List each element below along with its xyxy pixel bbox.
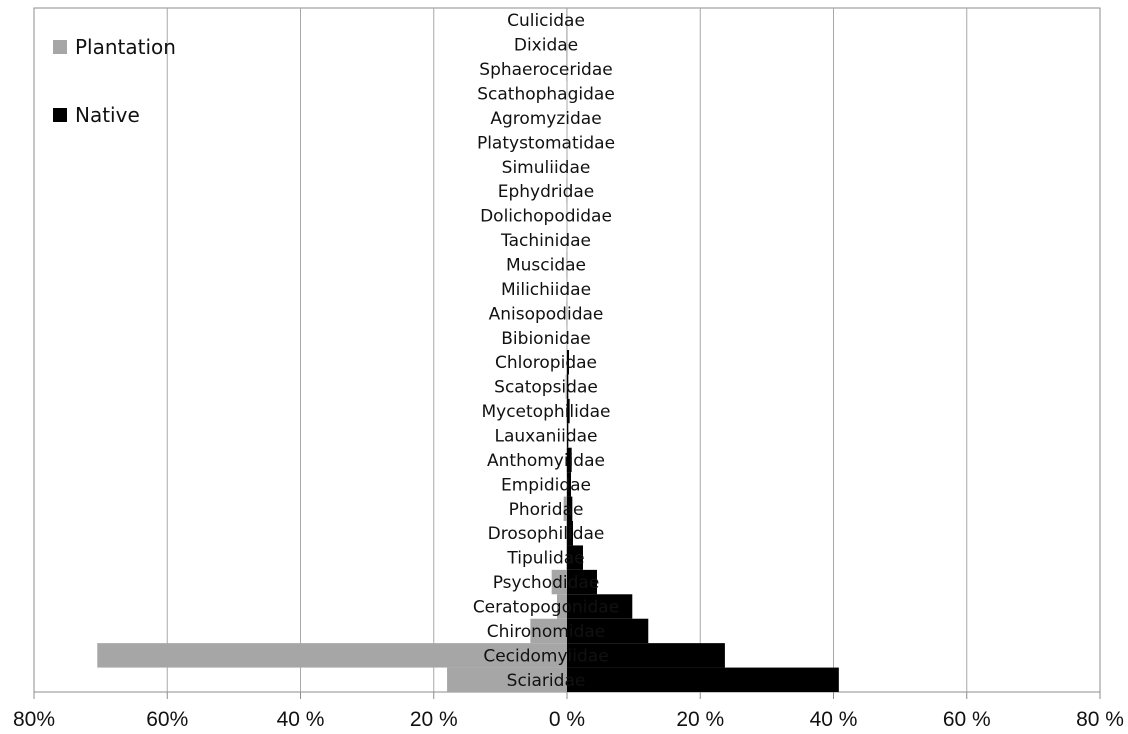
category-label-chironomidae: Chironomidae — [487, 622, 606, 642]
bar-plantation-psychodidae — [551, 569, 567, 595]
category-labels: Culicidae Dixidae Sphaeroceridae Scathophag… — [473, 11, 619, 691]
x-tick-label: 80% — [13, 708, 55, 731]
bar-native-chironomidae — [567, 618, 649, 644]
bar-plantation-ephydridae — [566, 179, 568, 204]
bar-plantation-scatopsidae — [565, 374, 567, 399]
category-label-dixidae: Dixidae — [514, 36, 578, 56]
category-label-tachinidae: Tachinidae — [500, 231, 591, 251]
category-label-muscidae: Muscidae — [506, 256, 586, 276]
bar-plantation-ceratopogonidae — [557, 594, 567, 619]
category-label-ephydridae: Ephydridae — [498, 182, 595, 202]
bars — [97, 8, 839, 692]
bar-native-anthomyiidae — [567, 447, 572, 473]
category-label-bibionidae: Bibionidae — [501, 329, 590, 349]
bar-plantation-chloropidae — [566, 350, 568, 375]
x-tick-label: 80 % — [1076, 708, 1124, 731]
bar-native-lauxaniidae — [567, 423, 569, 448]
x-tick-label: 40 % — [277, 708, 325, 731]
bar-native-phoridae — [567, 496, 573, 521]
bar-native-sciaridae — [567, 667, 839, 692]
category-label-lauxaniidae: Lauxaniidae — [494, 427, 597, 447]
category-label-sciaridae: Sciaridae — [507, 671, 586, 691]
bar-plantation-cecidomyiidae — [97, 643, 567, 668]
category-label-platystomatidae: Platystomatidae — [477, 133, 615, 153]
bar-plantation-dixidae — [566, 32, 568, 57]
category-label-phoridae: Phoridae — [509, 500, 584, 520]
bar-native-ceratopogonidae — [567, 594, 633, 619]
bar-native-chloropidae — [567, 350, 569, 375]
bar-native-scatopsidae — [567, 374, 569, 399]
bar-native-cecidomyiidae — [567, 643, 725, 668]
bar-native-psychodidae — [567, 569, 597, 595]
category-label-psychodidae: Psychodidae — [493, 573, 600, 593]
category-label-dolichopodidae: Dolichopodidae — [480, 207, 612, 227]
category-label-tipulidae: Tipulidae — [506, 549, 584, 569]
legend-swatch-native — [53, 108, 67, 122]
category-label-empididae: Empididae — [501, 475, 591, 495]
x-tick-label: 0 % — [549, 708, 585, 731]
bar-plantation-muscidae — [566, 252, 568, 277]
category-label-mycetophilidae: Mycetophilidae — [481, 402, 610, 422]
legend-swatch-plantation — [53, 40, 67, 54]
bar-native-empididae — [567, 472, 571, 497]
category-label-ceratopogonidae: Ceratopogonidae — [473, 598, 619, 618]
category-label-drosophilidae: Drosophilidae — [488, 524, 605, 544]
category-label-chloropidae: Chloropidae — [495, 353, 597, 373]
x-axis: 80% 60% 40 % 20 % 0 % 20 % 40 % 60 % 80 % — [13, 692, 1124, 731]
bar-plantation-tipulidae — [566, 545, 568, 570]
legend: Plantation Native — [53, 35, 176, 127]
bar-native-mycetophilidae — [567, 398, 570, 424]
category-label-scatopsidae: Scatopsidae — [494, 378, 598, 398]
category-label-anthomyiidae: Anthomyiidae — [487, 451, 605, 471]
category-label-sphaeroceridae: Sphaeroceridae — [479, 60, 612, 80]
bar-plantation-chironomidae — [530, 618, 567, 644]
bar-plantation-phoridae — [563, 496, 567, 521]
bar-native-drosophilidae — [567, 521, 573, 546]
bar-native-tipulidae — [567, 545, 583, 570]
bar-plantation-drosophilidae — [566, 521, 568, 546]
category-label-milichiidae: Milichiidae — [501, 280, 591, 300]
legend-label-native: Native — [75, 103, 140, 127]
x-tick-label: 20 % — [410, 708, 458, 731]
bar-plantation-culicidae — [566, 8, 568, 33]
x-tick-label: 40 % — [810, 708, 858, 731]
category-label-cecidomyiidae: Cecidomyiidae — [483, 646, 608, 666]
bar-plantation-mycetophilidae — [566, 398, 568, 424]
category-label-anisopodidae: Anisopodidae — [489, 304, 604, 324]
legend-label-plantation: Plantation — [75, 35, 176, 59]
bar-plantation-sciaridae — [447, 667, 567, 692]
category-label-culicidae: Culicidae — [507, 11, 585, 31]
bar-plantation-anisopodidae — [566, 301, 568, 326]
category-label-agromyzidae: Agromyzidae — [490, 109, 601, 129]
x-tick-label: 60 % — [943, 708, 991, 731]
x-tick-label: 60% — [146, 708, 188, 731]
category-label-simuliidae: Simuliidae — [502, 158, 591, 178]
x-tick-label: 20 % — [676, 708, 724, 731]
category-label-scathophagidae: Scathophagidae — [477, 85, 615, 105]
bar-plantation-anthomyiidae — [566, 447, 568, 473]
bar-plantation-sphaeroceridae — [566, 56, 568, 82]
